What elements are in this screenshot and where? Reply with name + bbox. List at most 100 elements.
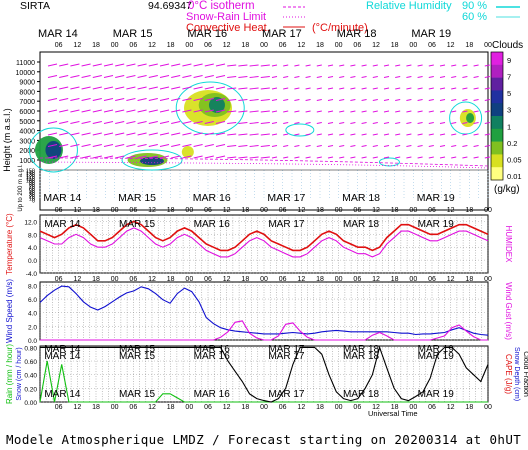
wind-arrow	[327, 145, 334, 147]
wind-arrow	[462, 64, 468, 67]
snowrain-line	[39, 161, 489, 169]
day-label-temp: MAR 17	[268, 219, 305, 230]
day-label-precip-bottom: MAR 15	[119, 389, 156, 400]
hour-label-mid: 00	[260, 276, 268, 283]
humidity-contour	[121, 149, 183, 171]
wind-arrow	[115, 132, 125, 136]
temperature-y2-title: HUMIDEX	[504, 226, 513, 264]
wind-arrow	[171, 144, 181, 147]
wind-arrow	[59, 109, 69, 113]
wind-arrow	[339, 99, 345, 101]
y-tick-label: 0.00	[24, 400, 37, 407]
wind-arrow	[103, 155, 114, 159]
height-panel-frame	[39, 51, 489, 211]
day-label-precip-bottom: MAR 17	[268, 389, 305, 400]
wind-arrow	[92, 98, 102, 101]
wind-arrow	[372, 145, 378, 147]
wind-arrow	[271, 99, 278, 101]
hour-label-panel1: 06	[428, 207, 436, 214]
y-tick-label-lower: 40	[29, 191, 35, 197]
wind-arrow	[395, 156, 401, 159]
hour-label-mid: 06	[129, 276, 137, 283]
wind-arrow	[193, 86, 203, 90]
y-tick-label: 3000	[19, 138, 35, 145]
wind-arrow	[92, 86, 102, 90]
wind-arrow	[92, 155, 102, 159]
wind-arrow	[316, 64, 322, 67]
wind-arrow	[137, 155, 147, 159]
y-tick-label-lower: 130	[26, 173, 35, 179]
day-label-precip-bottom: MAR 18	[343, 389, 380, 400]
wind-arrow	[451, 122, 457, 124]
day-label-precip: MAR 15	[119, 351, 156, 362]
wind-arrow	[350, 110, 356, 113]
colorbar-swatch	[491, 77, 503, 91]
day-label-panel1: MAR 19	[417, 192, 455, 204]
hour-label-panel1: 00	[260, 207, 268, 214]
colorbar-swatch	[491, 103, 503, 117]
day-label-temp: MAR 15	[119, 219, 156, 230]
wind-arrow	[283, 133, 289, 136]
wind-arrow	[428, 64, 434, 67]
wind-arrow	[406, 156, 412, 159]
wind-arrow	[92, 109, 102, 113]
colorbar-swatch	[491, 90, 503, 104]
colorbar-swatch	[491, 52, 503, 66]
y-tick-label: 8000	[19, 89, 35, 96]
hour-label-panel1: 18	[316, 207, 324, 214]
wind-arrow	[260, 99, 270, 101]
wind-arrow	[417, 145, 423, 147]
wind-arrow	[159, 121, 170, 124]
wind-arrow	[305, 76, 311, 78]
hour-label-top: 06	[129, 42, 137, 49]
day-label-panel1: MAR 16	[193, 192, 231, 204]
wind-arrow	[159, 98, 170, 101]
wind-arrow	[316, 156, 322, 159]
colorbar-swatch	[491, 64, 503, 78]
wind-arrow	[137, 98, 147, 101]
colorbar-tick-label: 3	[507, 106, 511, 115]
wind-arrow	[103, 144, 114, 147]
y-tick-label: 10000	[16, 70, 36, 77]
wind-arrow	[159, 75, 170, 78]
wind-arrow	[339, 145, 345, 147]
wind-arrow	[70, 121, 80, 124]
day-label-top: MAR 15	[113, 28, 153, 40]
wind-arrow	[350, 122, 356, 124]
wind-arrow	[339, 87, 345, 90]
hour-label-mid: 18	[465, 276, 473, 283]
wind-arrow	[193, 132, 203, 136]
hour-label-panel1: 00	[409, 207, 417, 214]
wind-arrow	[395, 76, 401, 78]
precip-y2-title: CAPE (J/g)	[504, 354, 513, 394]
wind-arrow	[339, 122, 345, 124]
colorbar-swatch	[491, 154, 503, 168]
wind-arrow	[115, 75, 125, 78]
wind-arrow	[428, 122, 434, 124]
wind-arrow	[294, 76, 300, 78]
wind-arrow	[383, 122, 390, 124]
colorbar-unit: (g/kg)	[494, 184, 520, 195]
wind-arrow	[137, 144, 147, 147]
wind-arrow	[294, 133, 300, 136]
wind-arrow	[137, 63, 147, 67]
wind-arrow	[439, 87, 446, 90]
hour-label-bottom: 12	[223, 404, 231, 411]
wind-arrow	[406, 122, 412, 124]
wind-arrow	[484, 87, 490, 90]
wind-arrow	[372, 76, 378, 78]
y-tick-label: 9000	[19, 80, 35, 87]
wind-arrow	[171, 75, 181, 78]
hour-label-top: 12	[73, 42, 81, 49]
wind-arrow	[249, 110, 259, 113]
wind-arrow	[305, 122, 311, 124]
wind-arrow	[81, 63, 91, 67]
hour-label-bottom: 12	[372, 404, 380, 411]
wind-arrow	[339, 64, 345, 67]
colorbar-title: Clouds	[492, 40, 523, 51]
wind-arrow	[484, 76, 490, 78]
wind-arrow	[305, 156, 311, 159]
wind-arrow	[383, 87, 390, 90]
wind-arrow	[361, 87, 367, 90]
y-tick-label: 6000	[19, 109, 35, 116]
